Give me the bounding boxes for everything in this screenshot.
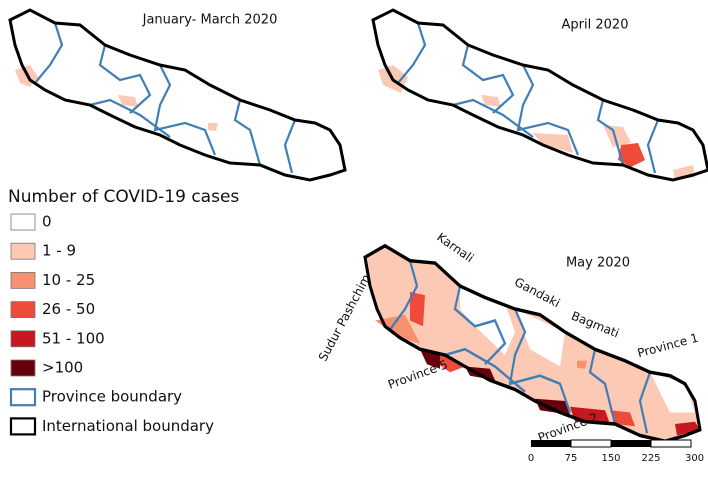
legend-swatch <box>10 213 36 231</box>
legend-swatch <box>10 271 36 289</box>
scale-label: 300 km <box>685 453 708 464</box>
province-label: Sudur Pashchim <box>316 272 374 364</box>
scale-label: 75 <box>565 453 578 464</box>
legend-label: 26 - 50 <box>42 300 95 318</box>
legend-swatch <box>10 330 36 348</box>
scale-label: 150 <box>601 453 620 464</box>
legend-swatch <box>10 359 36 377</box>
map-may <box>363 244 702 443</box>
legend-swatch <box>9 388 37 407</box>
province-label: Karnali <box>434 230 476 265</box>
legend-title: Number of COVID-19 cases <box>8 187 239 207</box>
legend-label: International boundary <box>42 417 214 435</box>
province-label: Bagmati <box>569 309 621 341</box>
legend-swatch <box>9 417 37 436</box>
map-title: May 2020 <box>566 256 630 271</box>
map-title: January- March 2020 <box>142 13 278 28</box>
province-label: Province 5 <box>386 357 450 392</box>
scale-label: 225 <box>641 453 660 464</box>
legend-label: >100 <box>42 359 83 377</box>
map-apr <box>371 8 708 182</box>
map-jan-mar <box>8 8 347 182</box>
province-label: Province 1 <box>636 331 700 361</box>
legend-label: Province boundary <box>42 388 182 406</box>
legend: 0 1 - 9 10 - 25 26 - 50 51 - 100 >100 Province… <box>9 213 214 436</box>
map-title: April 2020 <box>562 18 629 33</box>
legend-swatch <box>10 242 36 260</box>
province-label: Gandaki <box>512 275 562 311</box>
legend-swatch <box>10 301 36 319</box>
legend-label: 0 <box>42 213 52 231</box>
scale-bar: 0 75 150 225 300 km <box>528 439 708 464</box>
legend-label: 51 - 100 <box>42 329 105 347</box>
legend-label: 1 - 9 <box>42 242 76 260</box>
scale-label: 0 <box>528 453 534 464</box>
legend-label: 10 - 25 <box>42 271 95 289</box>
